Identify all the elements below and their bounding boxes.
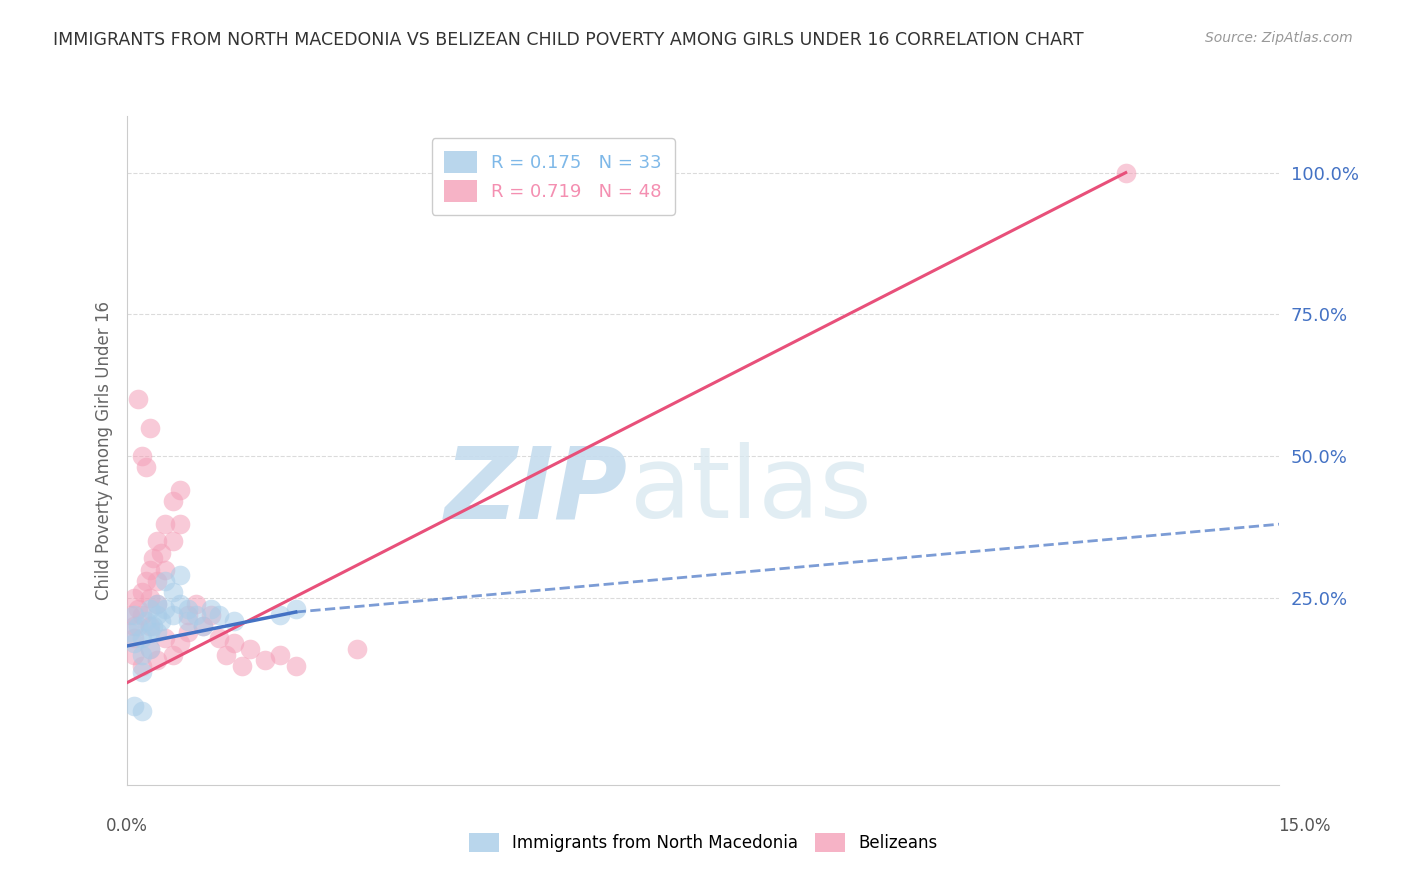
Point <box>122 619 145 633</box>
Point <box>135 614 157 628</box>
Point <box>120 607 142 622</box>
Point <box>169 483 191 497</box>
Point <box>284 602 307 616</box>
Point <box>169 568 191 582</box>
Text: Source: ZipAtlas.com: Source: ZipAtlas.com <box>1205 31 1353 45</box>
Point <box>131 585 153 599</box>
Point <box>153 562 176 576</box>
Point <box>284 659 307 673</box>
Point <box>122 698 145 713</box>
Point <box>169 636 191 650</box>
Point <box>269 607 291 622</box>
Point <box>138 624 160 639</box>
Text: 0.0%: 0.0% <box>105 817 148 835</box>
Point <box>138 562 160 576</box>
Point <box>122 631 145 645</box>
Point <box>120 624 142 639</box>
Point <box>215 648 238 662</box>
Point <box>138 602 160 616</box>
Legend: R = 0.175   N = 33, R = 0.719   N = 48: R = 0.175 N = 33, R = 0.719 N = 48 <box>432 138 675 215</box>
Point <box>142 619 165 633</box>
Point <box>153 602 176 616</box>
Point <box>131 607 153 622</box>
Point <box>150 614 173 628</box>
Point <box>135 460 157 475</box>
Point <box>184 597 207 611</box>
Point <box>131 648 153 662</box>
Point <box>224 614 246 628</box>
Point <box>131 704 153 718</box>
Point <box>208 631 231 645</box>
Point <box>138 591 160 605</box>
Point <box>146 607 169 622</box>
Point <box>146 653 169 667</box>
Point <box>146 597 169 611</box>
Point <box>177 607 200 622</box>
Point <box>238 641 260 656</box>
Point <box>193 619 215 633</box>
Point <box>146 624 169 639</box>
Point <box>142 551 165 566</box>
Point <box>146 597 169 611</box>
Point <box>253 653 276 667</box>
Point <box>162 494 184 508</box>
Point <box>122 636 145 650</box>
Point <box>131 665 153 679</box>
Point <box>127 619 149 633</box>
Point <box>177 614 200 628</box>
Text: IMMIGRANTS FROM NORTH MACEDONIA VS BELIZEAN CHILD POVERTY AMONG GIRLS UNDER 16 C: IMMIGRANTS FROM NORTH MACEDONIA VS BELIZ… <box>53 31 1084 49</box>
Point <box>122 607 145 622</box>
Point <box>184 607 207 622</box>
Point <box>153 631 176 645</box>
Point <box>208 607 231 622</box>
Text: ZIP: ZIP <box>446 442 628 539</box>
Point <box>162 534 184 549</box>
Point <box>177 624 200 639</box>
Point <box>224 636 246 650</box>
Point <box>177 602 200 616</box>
Point <box>231 659 253 673</box>
Point <box>153 574 176 588</box>
Point <box>162 607 184 622</box>
Point <box>346 641 368 656</box>
Point <box>200 602 222 616</box>
Point <box>138 641 160 656</box>
Point <box>131 449 153 463</box>
Text: atlas: atlas <box>630 442 872 539</box>
Point <box>138 619 160 633</box>
Point <box>138 421 160 435</box>
Y-axis label: Child Poverty Among Girls Under 16: Child Poverty Among Girls Under 16 <box>94 301 112 600</box>
Point <box>153 517 176 532</box>
Point <box>127 602 149 616</box>
Point <box>162 648 184 662</box>
Point <box>150 545 173 559</box>
Point <box>127 392 149 407</box>
Point <box>131 631 153 645</box>
Point <box>122 591 145 605</box>
Point <box>138 641 160 656</box>
Point <box>193 619 215 633</box>
Point <box>169 597 191 611</box>
Point <box>200 607 222 622</box>
Text: 15.0%: 15.0% <box>1278 817 1331 835</box>
Point <box>122 648 145 662</box>
Point <box>169 517 191 532</box>
Point <box>131 659 153 673</box>
Point <box>1115 166 1137 180</box>
Point <box>269 648 291 662</box>
Legend: Immigrants from North Macedonia, Belizeans: Immigrants from North Macedonia, Belizea… <box>463 827 943 859</box>
Point <box>135 574 157 588</box>
Point <box>162 585 184 599</box>
Point <box>146 534 169 549</box>
Point <box>146 574 169 588</box>
